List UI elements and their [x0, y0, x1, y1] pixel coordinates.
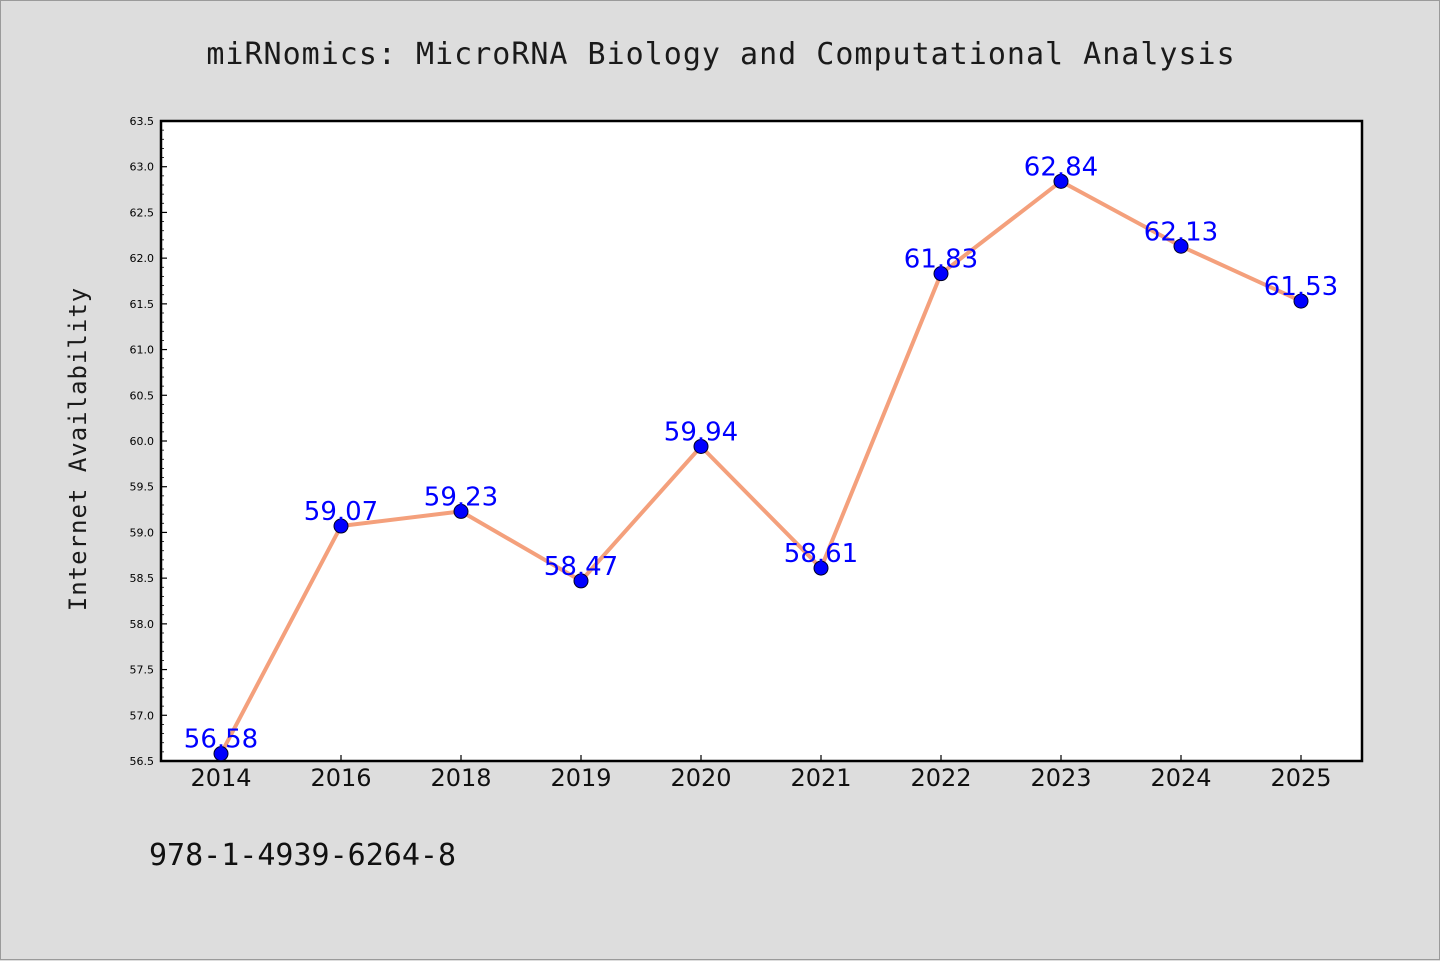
y-tick-label: 61.5 — [130, 298, 155, 311]
data-label: 59.07 — [304, 497, 378, 527]
x-tick-label: 2022 — [910, 764, 971, 792]
data-point — [573, 573, 589, 589]
x-tick-label: 2020 — [670, 764, 731, 792]
data-point — [333, 518, 349, 534]
data-point — [453, 503, 469, 519]
x-tick-label: 2016 — [310, 764, 371, 792]
data-label: 58.47 — [544, 552, 618, 582]
x-tick-label: 2018 — [430, 764, 491, 792]
data-point — [693, 438, 709, 454]
y-tick-label: 62.0 — [130, 252, 155, 265]
x-tick-label: 2014 — [190, 764, 251, 792]
data-label: 58.61 — [784, 539, 858, 569]
y-tick-label: 56.5 — [130, 755, 155, 768]
isbn-footer: 978-1-4939-6264-8 — [149, 838, 456, 873]
y-tick-label: 63.5 — [130, 115, 155, 128]
chart-title: miRNomics: MicroRNA Biology and Computat… — [206, 37, 1235, 72]
x-tick-label: 2019 — [550, 764, 611, 792]
x-tick-label: 2025 — [1270, 764, 1331, 792]
y-tick-label: 59.5 — [130, 481, 155, 494]
x-axis: 2014 2016 2018 2019 2020 2021 2022 2023 2024 2025 — [190, 755, 1332, 792]
y-tick-label: 61.0 — [130, 344, 155, 357]
y-tick-label: 58.5 — [130, 572, 155, 585]
data-label: 62.84 — [1024, 152, 1098, 182]
y-tick-label: 59.0 — [130, 526, 155, 539]
data-label: 62.13 — [1144, 217, 1218, 247]
y-tick-label: 57.5 — [130, 664, 155, 677]
y-tick-label: 57.0 — [130, 709, 155, 722]
data-label: 61.53 — [1264, 272, 1338, 302]
y-tick-label: 63.0 — [130, 161, 155, 174]
data-point — [933, 266, 949, 282]
y-tick-label: 60.5 — [130, 389, 155, 402]
data-point — [813, 560, 829, 576]
y-tick-label: 62.5 — [130, 206, 155, 219]
y-axis-label: Internet Availability — [64, 287, 92, 611]
y-axis: 56.5 57.0 57.5 58.0 58.5 59.0 59.5 60.0 60.5 61.0… — [130, 115, 167, 768]
data-point — [1173, 238, 1189, 254]
x-tick-label: 2023 — [1030, 764, 1091, 792]
y-tick-label: 58.0 — [130, 618, 155, 631]
x-tick-label: 2024 — [1150, 764, 1211, 792]
data-label: 61.83 — [904, 245, 978, 275]
data-point — [1293, 293, 1309, 309]
y-tick-label: 60.0 — [130, 435, 155, 448]
data-label: 56.58 — [184, 725, 258, 755]
x-tick-label: 2021 — [790, 764, 851, 792]
series-line — [219, 179, 1303, 756]
data-label: 59.23 — [424, 482, 498, 512]
plot-area — [159, 119, 1364, 763]
series-layer: 56.58 59.07 59.23 58.47 59.94 58.61 61.83 62.84… — [184, 152, 1338, 762]
data-point — [213, 746, 229, 762]
data-label: 59.94 — [664, 417, 738, 447]
data-point — [1053, 173, 1069, 189]
